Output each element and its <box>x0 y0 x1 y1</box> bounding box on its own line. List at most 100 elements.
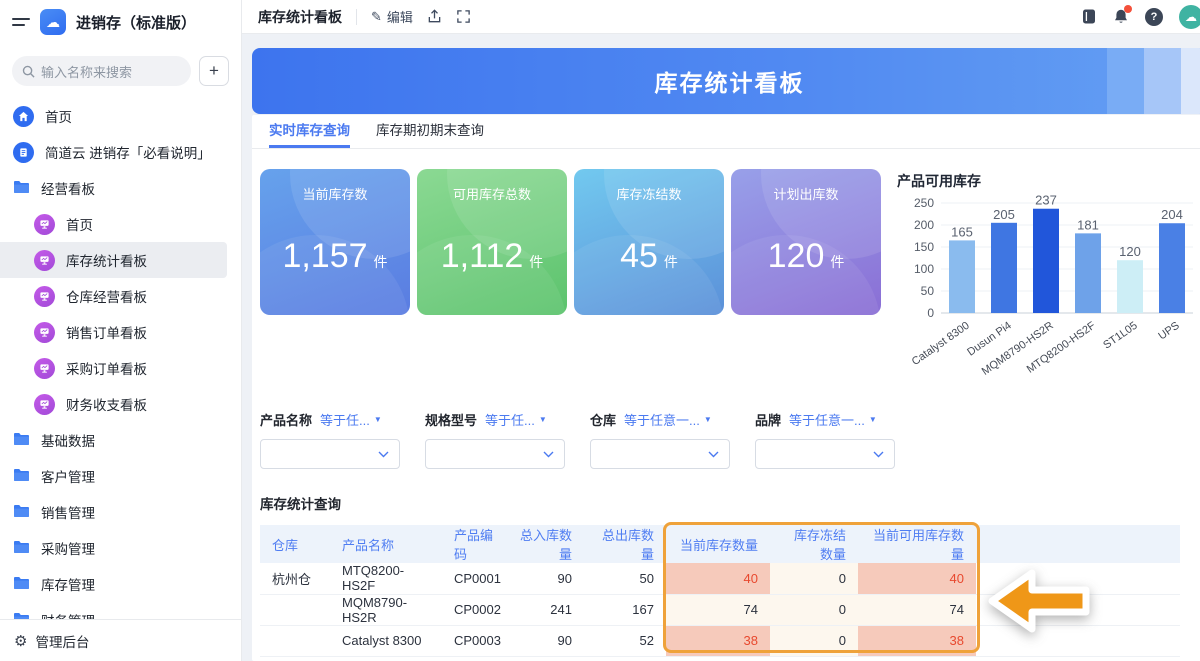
svg-text:UPS: UPS <box>1156 320 1181 343</box>
app-logo-icon: ☁ <box>40 9 66 35</box>
stat-card-planned-outbound: 计划出库数 120 件 <box>731 169 881 315</box>
divider <box>356 8 357 25</box>
svg-text:200: 200 <box>914 218 934 232</box>
notifications-button[interactable] <box>1113 5 1132 25</box>
svg-text:MQM8790-HS2R: MQM8790-HS2R <box>980 320 1056 378</box>
stat-card-current-stock: 当前库存数 1,157 件 <box>260 169 410 315</box>
page-title: 库存统计看板 <box>258 8 342 25</box>
main-area: 库存统计看板 ✎ 编辑 ? <box>242 0 1200 661</box>
sidebar-item-guide[interactable]: 简道云 进销存「必看说明」 <box>0 134 241 170</box>
sidebar-folder-purchase[interactable]: 采购管理 <box>0 530 241 566</box>
user-avatar[interactable]: ☁ <box>1179 4 1200 29</box>
highlighted-cell: 40 <box>858 563 976 595</box>
sidebar-item-sales-order-dashboard[interactable]: 销售订单看板 <box>0 314 241 350</box>
search-placeholder: 输入名称来搜索 <box>41 64 133 80</box>
sidebar-item-purchase-order-dashboard[interactable]: 采购订单看板 <box>0 350 241 386</box>
stat-cards: 当前库存数 1,157 件 可用库存总数 1,112 件 库存冻结数 45 件 计 <box>260 169 881 388</box>
edit-button[interactable]: ✎ 编辑 <box>371 8 413 26</box>
sidebar-item-warehouse-dashboard[interactable]: 仓库经营看板 <box>0 278 241 314</box>
topbar: 库存统计看板 ✎ 编辑 ? <box>242 0 1200 34</box>
fullscreen-icon <box>457 10 470 23</box>
sidebar-folder-sales[interactable]: 销售管理 <box>0 494 241 530</box>
sidebar-item-inventory-dashboard[interactable]: 库存统计看板 <box>0 242 227 278</box>
dashboard-icon <box>34 213 55 235</box>
banner-stripe <box>1107 48 1144 114</box>
sidebar-item-dash-home[interactable]: 首页 <box>0 206 241 242</box>
folder-icon <box>13 576 30 593</box>
table-row[interactable]: Catalyst 8300 CP0003 90 52 38 0 38 <box>260 625 1180 657</box>
filter-bar: 产品名称 等于任... ▼ 规格型号 等于任... ▼ 仓库 等于任意一... ▼ 品牌 等于… <box>252 388 1200 469</box>
gear-icon: ⚙ <box>14 632 28 650</box>
notification-badge <box>1124 5 1132 13</box>
sidebar-item-home[interactable]: 首页 <box>0 98 241 134</box>
table-row[interactable]: Dusun Pi4CP0004 16280 820 82 <box>260 656 1180 661</box>
filter-operator[interactable]: 等于任意一... <box>624 413 700 428</box>
help-button[interactable]: ? <box>1145 7 1163 26</box>
highlighted-cell: 38 <box>858 625 976 657</box>
chevron-down-icon <box>543 451 554 458</box>
folder-icon <box>13 540 30 557</box>
app-title: 进销存（标准版） <box>76 14 197 32</box>
svg-text:205: 205 <box>993 207 1015 222</box>
table-row[interactable]: MQM8790-HS2R CP0002 241 167 74 0 74 <box>260 594 1180 626</box>
menu-toggle-icon[interactable] <box>12 18 30 26</box>
dashboard-icon <box>34 321 55 343</box>
add-button[interactable]: + <box>199 56 229 86</box>
caret-down-icon: ▼ <box>538 415 547 424</box>
svg-text:204: 204 <box>1161 207 1183 222</box>
dashboard-icon <box>34 393 55 415</box>
banner-title: 库存统计看板 <box>654 70 805 96</box>
dashboard-icon <box>34 285 55 307</box>
svg-text:Catalyst 8300: Catalyst 8300 <box>910 320 972 368</box>
inventory-table-section: 库存统计查询 仓库 产品名称 产品编码 总入库数量 总出库数量 <box>252 469 1200 661</box>
dashboard-content: 库存统计看板 实时库存查询 库存期初期末查询 当前库存数 1,157 件 可用库存… <box>242 34 1200 661</box>
filter-operator[interactable]: 等于任意一... <box>789 413 865 428</box>
table-header-row: 仓库 产品名称 产品编码 总入库数量 总出库数量 当前库存数量 库存冻结数量 当… <box>260 525 1180 563</box>
table-row[interactable]: 杭州仓 MTQ8200-HS2F CP0001 90 50 40 0 40 <box>260 563 1180 595</box>
pencil-icon: ✎ <box>371 8 382 24</box>
svg-text:100: 100 <box>914 262 934 276</box>
filter-select-warehouse[interactable] <box>590 439 730 469</box>
filter-select-spec-model[interactable] <box>425 439 565 469</box>
dashboard-icon <box>34 249 55 271</box>
folder-icon <box>13 180 30 197</box>
sidebar-folder-base-data[interactable]: 基础数据 <box>0 422 241 458</box>
admin-console-button[interactable]: ⚙ 管理后台 <box>0 619 241 661</box>
share-button[interactable] <box>427 9 442 24</box>
filter-operator[interactable]: 等于任... <box>320 413 370 428</box>
chevron-down-icon <box>873 451 884 458</box>
chevron-down-icon <box>378 451 389 458</box>
sidebar-item-finance-dashboard[interactable]: 财务收支看板 <box>0 386 241 422</box>
search-icon <box>22 65 35 78</box>
tab-period-inventory[interactable]: 库存期初期末查询 <box>376 123 484 138</box>
sidebar-folder-customers[interactable]: 客户管理 <box>0 458 241 494</box>
sidebar-folder-dashboards[interactable]: 经营看板 <box>0 170 241 206</box>
fullscreen-button[interactable] <box>456 9 471 24</box>
tab-realtime-inventory[interactable]: 实时库存查询 <box>269 115 350 148</box>
filter-select-brand[interactable] <box>755 439 895 469</box>
svg-text:50: 50 <box>921 284 935 298</box>
question-icon: ? <box>1145 7 1163 26</box>
dashboard-icon <box>34 357 55 379</box>
folder-icon <box>13 468 30 485</box>
dashboard-banner: 库存统计看板 <box>252 48 1200 114</box>
sidebar-folder-inventory[interactable]: 库存管理 <box>0 566 241 602</box>
avatar-icon: ☁ <box>1179 4 1200 29</box>
filter-operator[interactable]: 等于任... <box>485 413 535 428</box>
dashboard-panel: 实时库存查询 库存期初期末查询 当前库存数 1,157 件 可用库存总数 1,11… <box>252 115 1200 661</box>
chart-title: 产品可用库存 <box>897 173 981 189</box>
tab-bar: 实时库存查询 库存期初期末查询 <box>252 115 1200 149</box>
sidebar-header: ☁ 进销存（标准版） <box>0 0 241 44</box>
export-icon <box>428 9 441 23</box>
banner-stripe <box>1181 48 1200 114</box>
folder-icon <box>13 432 30 449</box>
highlighted-cell: 38 <box>666 625 770 657</box>
svg-text:237: 237 <box>1035 193 1057 208</box>
svg-text:150: 150 <box>914 240 934 254</box>
bell-icon <box>1115 9 1127 23</box>
notebook-button[interactable] <box>1081 8 1097 25</box>
search-input[interactable]: 输入名称来搜索 <box>12 56 191 86</box>
filter-select-product-name[interactable] <box>260 439 400 469</box>
